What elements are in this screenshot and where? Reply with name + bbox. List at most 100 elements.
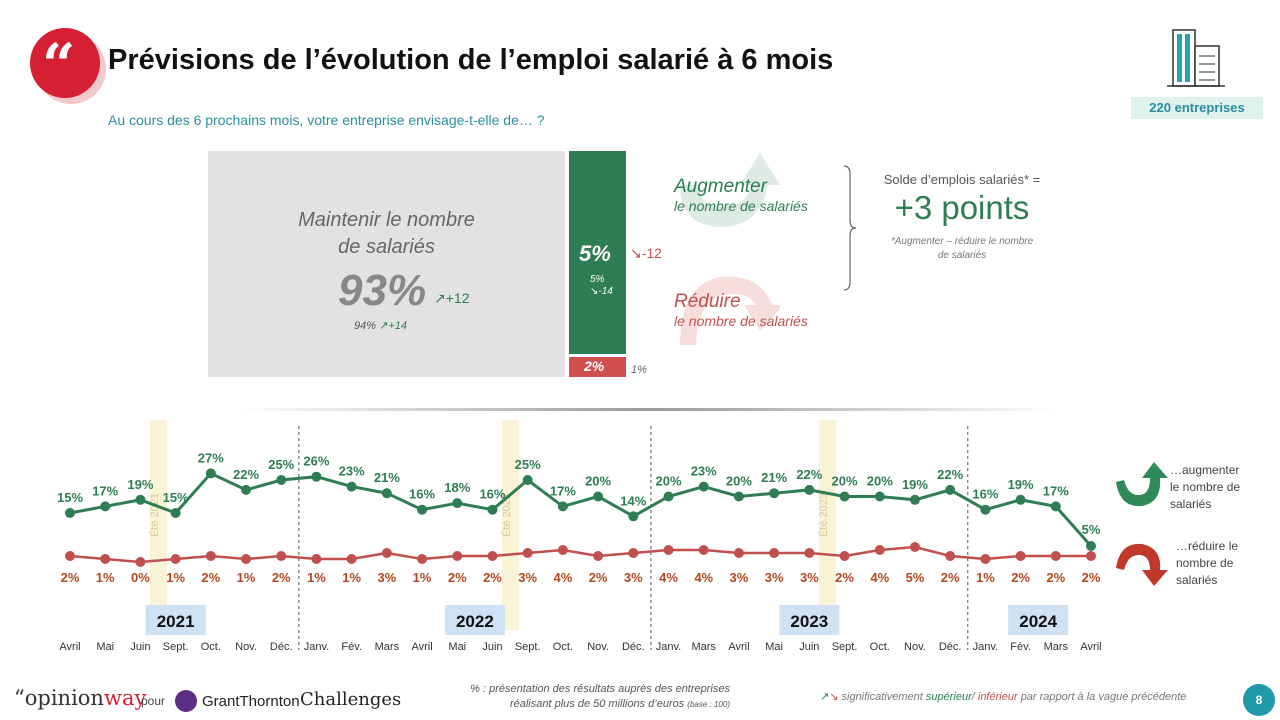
maintain-bar — [208, 151, 565, 377]
month-tick-label: Déc. — [939, 641, 962, 653]
decrease-point — [733, 548, 744, 558]
decrease-pct: 2% — [584, 358, 605, 374]
decrease-point — [452, 551, 463, 561]
decrease-point — [1050, 551, 1061, 561]
increase-point — [1086, 541, 1096, 551]
decrease-data-label: 2% — [589, 570, 608, 585]
summer-band — [150, 420, 168, 630]
increase-point — [1050, 501, 1061, 512]
decrease-data-label: 3% — [624, 570, 643, 585]
increase-data-label: 16% — [479, 487, 505, 502]
decrease-legend: …réduire le nombre de salariés — [1176, 539, 1239, 587]
increase-point — [804, 484, 815, 495]
year-label: 2023 — [790, 612, 828, 631]
down-arrow-icon: ↘ — [630, 245, 642, 261]
increase-data-label: 16% — [409, 487, 435, 502]
month-tick-label: Avril — [1080, 641, 1101, 653]
decrease-data-label: 5% — [906, 570, 925, 585]
decrease-point — [135, 557, 146, 567]
month-tick-label: Déc. — [270, 641, 293, 653]
decrease-point — [381, 548, 392, 558]
decrease-point — [839, 551, 850, 561]
decrease-legend-icon — [1116, 543, 1168, 586]
brace-icon — [843, 165, 857, 291]
increase-point — [417, 504, 428, 515]
section-divider — [240, 408, 1060, 411]
decrease-prev: 1% — [631, 364, 647, 376]
increase-point — [733, 491, 744, 502]
down-arrow-icon: ↘ — [829, 691, 839, 703]
increase-point — [769, 488, 780, 499]
increase-data-label: 27% — [198, 450, 224, 465]
month-tick-label: Oct. — [553, 641, 573, 653]
increase-point — [346, 481, 357, 492]
increase-bar — [569, 151, 626, 354]
year-badge — [1008, 605, 1069, 635]
increase-data-label: 15% — [57, 490, 83, 505]
month-tick-label: Avril — [411, 641, 432, 653]
increase-data-label: 20% — [867, 474, 893, 489]
increase-label: Augmenter le nombre de salariés — [674, 176, 808, 214]
decrease-point — [557, 545, 568, 555]
building-icon — [1167, 29, 1225, 87]
increase-data-label: 20% — [656, 474, 682, 489]
month-tick-label: Oct. — [870, 641, 890, 653]
decrease-point — [945, 551, 956, 561]
decrease-data-label: 3% — [800, 570, 819, 585]
month-tick-label: Janv. — [304, 641, 329, 653]
decrease-point — [311, 554, 322, 564]
month-tick-label: Sept. — [515, 641, 541, 653]
significance-legend: ↗↘ significativement supérieur/ inférieu… — [820, 691, 1187, 703]
decrease-data-label: 3% — [765, 570, 784, 585]
increase-data-label: 19% — [902, 477, 928, 492]
month-tick-label: Avril — [59, 641, 80, 653]
increase-point — [945, 484, 956, 495]
increase-point — [1015, 494, 1026, 505]
summer-label: Été 2023 — [817, 493, 830, 537]
year-badge — [444, 605, 505, 635]
increase-data-label: 19% — [127, 477, 153, 492]
decrease-point — [909, 542, 920, 552]
increase-data-label: 18% — [444, 480, 470, 495]
month-tick-label: Déc. — [622, 641, 645, 653]
decrease-data-label: 4% — [870, 570, 889, 585]
decrease-data-label: 2% — [941, 570, 960, 585]
decrease-data-label: 2% — [201, 570, 220, 585]
increase-pct: 5% — [579, 241, 611, 266]
decrease-data-label: 3% — [518, 570, 537, 585]
page-number: 8 — [1243, 684, 1275, 716]
increase-point — [381, 488, 392, 499]
increase-legend: …augmenter le nombre de salariés — [1170, 463, 1241, 511]
increase-point — [65, 508, 75, 518]
increase-data-label: 17% — [550, 483, 576, 498]
maintain-pct: 93% — [338, 266, 427, 315]
year-badge — [779, 605, 840, 635]
decrease-data-label: 4% — [659, 570, 678, 585]
decrease-data-label: 4% — [553, 570, 572, 585]
decrease-point — [170, 554, 181, 564]
increase-data-label: 20% — [726, 474, 752, 489]
decrease-point — [522, 548, 533, 558]
increase-point — [909, 494, 920, 505]
month-tick-label: Avril — [728, 641, 749, 653]
summer-label: Été 2022 — [500, 493, 513, 537]
increase-data-label: 26% — [303, 454, 329, 469]
decrease-data-label: 1% — [976, 570, 995, 585]
decrease-point — [980, 554, 991, 564]
month-tick-label: Juin — [799, 641, 819, 653]
increase-data-label: 5% — [1082, 522, 1101, 537]
increase-point — [170, 508, 181, 518]
increase-data-label: 20% — [832, 474, 858, 489]
increase-point — [980, 504, 991, 515]
month-tick-label: Nov. — [587, 641, 609, 653]
challenges-logo: Challenges — [300, 689, 402, 710]
month-tick-label: Oct. — [201, 641, 221, 653]
increase-data-label: 14% — [620, 493, 646, 508]
decrease-data-label: 2% — [835, 570, 854, 585]
increase-point — [698, 481, 709, 492]
increase-point — [241, 484, 252, 495]
month-tick-label: Fév. — [341, 641, 362, 653]
decrease-data-label: 2% — [1011, 570, 1030, 585]
solde-note: *Augmenter – réduire le nombre de salarié… — [890, 236, 1034, 261]
year-label: 2022 — [456, 612, 494, 631]
